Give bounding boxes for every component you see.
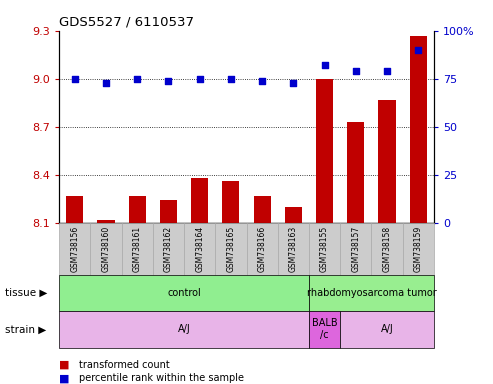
Text: GSM738156: GSM738156 (70, 225, 79, 272)
Point (102, 79, 110, 86)
Text: transformed count: transformed count (79, 360, 170, 370)
Bar (285, 207, 302, 223)
Bar (379, 99, 395, 223)
Text: GDS5527 / 6110537: GDS5527 / 6110537 (59, 15, 194, 28)
Text: percentile rank within the sample: percentile rank within the sample (79, 373, 244, 383)
Text: ■: ■ (59, 360, 70, 370)
Bar (222, 181, 240, 223)
Text: GSM738161: GSM738161 (133, 225, 141, 272)
Text: GSM738165: GSM738165 (226, 225, 235, 272)
Text: BALB
/c: BALB /c (312, 318, 337, 340)
Point (320, 62, 328, 68)
Text: control: control (167, 288, 201, 298)
Bar (410, 36, 427, 223)
Point (133, 76, 141, 82)
Bar (160, 200, 177, 223)
Bar (253, 195, 271, 223)
Point (383, 68, 391, 74)
Text: GSM738155: GSM738155 (320, 225, 329, 272)
Text: A/J: A/J (177, 324, 190, 334)
Text: GSM738163: GSM738163 (289, 225, 298, 272)
Point (71, 76, 79, 82)
Text: GSM738157: GSM738157 (352, 225, 360, 272)
Text: rhabdomyosarcoma tumor: rhabdomyosarcoma tumor (307, 288, 436, 298)
Text: GSM738162: GSM738162 (164, 225, 173, 272)
Text: strain ▶: strain ▶ (5, 324, 46, 334)
Point (414, 47, 422, 53)
Bar (347, 122, 364, 223)
Text: tissue ▶: tissue ▶ (5, 288, 47, 298)
Bar (98, 220, 114, 223)
Point (352, 68, 360, 74)
Point (196, 76, 204, 82)
Bar (316, 79, 333, 223)
Text: GSM738164: GSM738164 (195, 225, 204, 272)
Text: GSM738158: GSM738158 (383, 225, 391, 272)
Text: ■: ■ (59, 373, 70, 383)
Point (258, 78, 266, 84)
Text: A/J: A/J (381, 324, 393, 334)
Text: GSM738159: GSM738159 (414, 225, 423, 272)
Bar (66, 195, 83, 223)
Bar (129, 195, 146, 223)
Bar (191, 178, 208, 223)
Point (289, 79, 297, 86)
Text: GSM738166: GSM738166 (258, 225, 267, 272)
Text: GSM738160: GSM738160 (102, 225, 110, 272)
Point (165, 78, 173, 84)
Point (227, 76, 235, 82)
